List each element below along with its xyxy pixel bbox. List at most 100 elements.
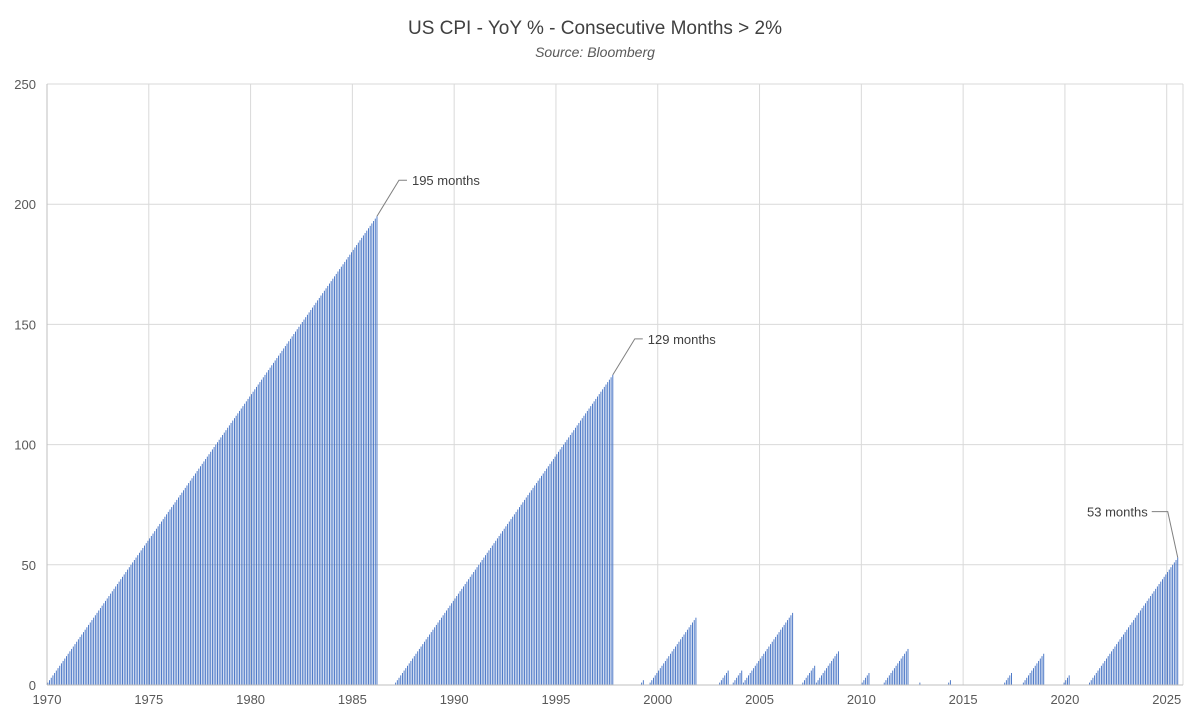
bar [79,636,81,685]
bar [1031,670,1033,685]
bar [783,624,785,685]
bar [101,605,103,685]
bar [491,545,493,685]
bar [865,677,867,685]
bar [688,627,690,685]
bar [1165,574,1167,685]
bar [1153,591,1155,685]
bar [653,677,654,685]
bar [300,324,302,685]
bar [1126,629,1128,685]
bar [1143,605,1145,685]
bar [1011,672,1012,685]
bar [661,665,663,685]
bar [1007,677,1009,685]
bar [897,663,899,685]
y-tick-label: 250 [14,77,36,92]
bar [220,437,222,685]
bar [463,586,464,685]
bar [152,533,154,685]
bar [96,612,98,685]
bar [478,564,480,685]
bar [512,516,514,685]
bar [759,658,761,685]
bar [135,557,137,685]
bar [1036,663,1038,685]
bar [145,543,147,685]
bar [105,600,106,685]
bar [566,439,568,685]
bar [1172,564,1174,685]
bar [208,454,210,685]
bar [376,216,378,685]
bar [1122,634,1124,685]
bar [305,317,307,685]
bar [1065,680,1067,685]
bar [741,670,743,685]
bar [787,620,788,685]
bar [829,663,831,685]
bar [641,682,643,685]
bar [196,471,198,685]
bar [279,353,281,685]
bar [50,677,52,685]
bar [361,237,363,686]
bar [754,665,756,685]
bar [792,612,794,685]
bar [1114,646,1116,685]
bar [588,408,590,685]
bar [115,586,117,685]
bar [239,410,241,685]
bar [245,401,247,685]
bar [215,444,217,685]
bar [819,677,821,685]
bar [1029,672,1031,685]
bar [883,682,885,685]
bar [919,682,921,685]
bar [571,432,573,685]
bar [211,449,213,685]
bar [232,420,234,685]
annotation-leader [376,179,407,217]
bar [410,660,412,685]
bar [888,675,890,685]
bar [315,302,317,685]
bar [77,639,79,685]
bar [1151,593,1153,685]
bar [1138,612,1140,685]
bar [327,285,329,685]
bar [775,636,777,685]
bar [435,624,437,685]
bar [780,629,782,685]
bar [164,516,166,685]
bar [821,675,822,685]
bar [407,665,408,685]
bar [1160,581,1162,685]
bar [457,593,459,685]
bar [329,283,330,685]
bar [166,514,168,685]
bar [312,307,313,685]
bar [337,271,339,685]
x-tick-label: 2020 [1050,692,1079,707]
bar [84,629,86,685]
bar [213,447,215,685]
bar [108,596,110,685]
bar [293,334,295,685]
bar [519,507,520,685]
x-tick-label: 2000 [643,692,672,707]
bar [549,463,551,685]
x-tick-label: 1980 [236,692,265,707]
bar [586,410,588,685]
bar [575,427,576,685]
bar [778,632,780,685]
bar [64,658,66,685]
bar [1156,586,1158,685]
bar [561,447,563,685]
bar [573,430,575,685]
bar [559,449,561,685]
bar [899,660,900,685]
bar [1004,682,1006,685]
bar [334,276,336,685]
